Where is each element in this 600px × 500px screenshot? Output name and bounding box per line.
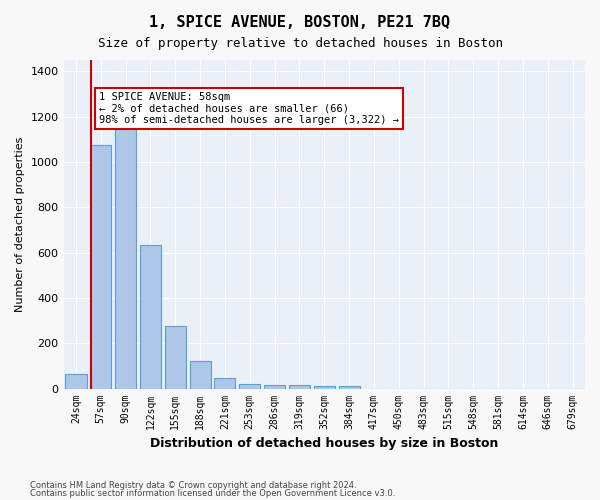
Y-axis label: Number of detached properties: Number of detached properties — [15, 136, 25, 312]
Bar — [239, 384, 260, 388]
Bar — [190, 362, 211, 388]
Bar — [65, 374, 86, 388]
Bar — [314, 386, 335, 388]
Text: 1, SPICE AVENUE, BOSTON, PE21 7BQ: 1, SPICE AVENUE, BOSTON, PE21 7BQ — [149, 15, 451, 30]
Bar — [264, 385, 285, 388]
Bar — [338, 386, 359, 388]
Bar — [289, 385, 310, 388]
Bar — [115, 122, 136, 388]
Bar — [90, 145, 112, 388]
Bar — [140, 244, 161, 388]
Text: Contains HM Land Registry data © Crown copyright and database right 2024.: Contains HM Land Registry data © Crown c… — [30, 481, 356, 490]
Text: 1 SPICE AVENUE: 58sqm
← 2% of detached houses are smaller (66)
98% of semi-detac: 1 SPICE AVENUE: 58sqm ← 2% of detached h… — [99, 92, 399, 125]
Bar — [165, 326, 186, 388]
X-axis label: Distribution of detached houses by size in Boston: Distribution of detached houses by size … — [150, 437, 499, 450]
Bar — [214, 378, 235, 388]
Text: Size of property relative to detached houses in Boston: Size of property relative to detached ho… — [97, 38, 503, 51]
Text: Contains public sector information licensed under the Open Government Licence v3: Contains public sector information licen… — [30, 488, 395, 498]
